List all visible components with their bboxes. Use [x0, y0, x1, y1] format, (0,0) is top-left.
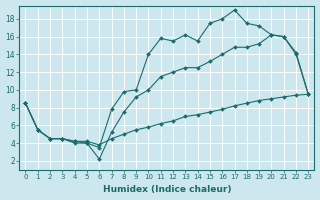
X-axis label: Humidex (Indice chaleur): Humidex (Indice chaleur) — [103, 185, 231, 194]
